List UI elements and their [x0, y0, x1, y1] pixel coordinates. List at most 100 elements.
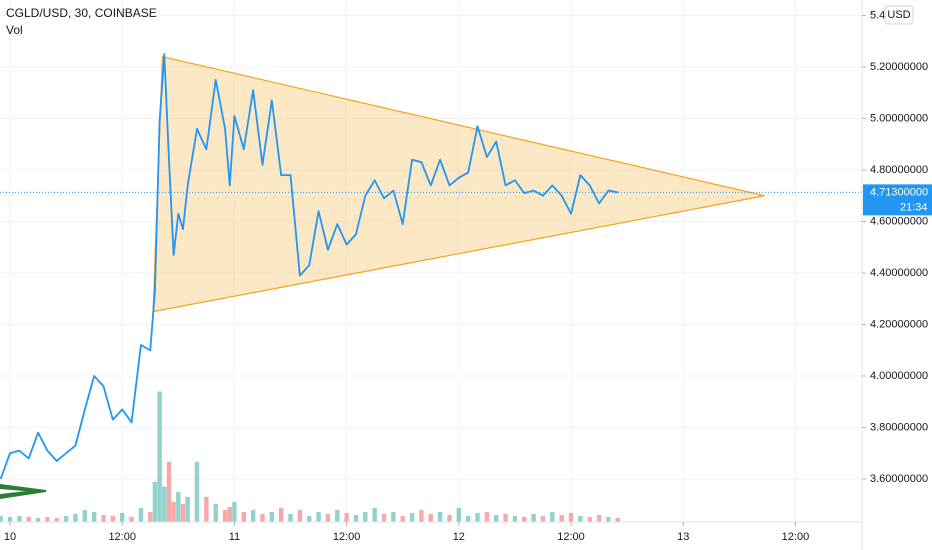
volume-bar [241, 511, 246, 522]
volume-bar [250, 509, 256, 522]
volume-bar [138, 507, 144, 522]
volume-bar [120, 512, 125, 522]
currency-button[interactable] [884, 5, 914, 25]
y-tick-label: 4.40000000 [870, 267, 928, 279]
volume-bar [297, 509, 303, 522]
x-tick-label: 10 [4, 531, 16, 543]
x-tick-label: 12:00 [333, 531, 361, 543]
volume-bar [222, 509, 228, 522]
x-tick-label: 12:00 [782, 531, 810, 543]
volume-bar [568, 512, 574, 522]
volume-bar [316, 511, 321, 522]
volume-bar [615, 517, 620, 522]
volume-bar [180, 503, 186, 522]
volume-bar [447, 514, 452, 522]
volume-bar [232, 501, 237, 522]
volume-bar [456, 507, 462, 522]
volume-bar [494, 514, 499, 522]
y-tick-label: 3.80000000 [870, 421, 928, 433]
volume-bar [166, 461, 172, 522]
axes: 3.60000000 3.80000000 4.00000000 4.20000000… [4, 9, 932, 543]
volume-bar [204, 496, 209, 522]
grid [0, 0, 862, 522]
volume-bar [400, 515, 405, 522]
volume-bar [194, 461, 200, 522]
volume-bar [391, 511, 396, 522]
x-tick-label: 12:00 [557, 531, 585, 543]
volume-bar [227, 506, 232, 522]
volume-bar [0, 515, 3, 522]
last-price-label: 4.71300000 [870, 186, 928, 198]
chart-title: CGLD/USD, 30, COINBASE [6, 6, 157, 20]
volume-bar [428, 513, 433, 522]
drawing-arrow [0, 483, 47, 500]
y-tick-label: 5.4 [870, 9, 885, 21]
volume-bar [353, 514, 359, 522]
volume-bar [185, 496, 190, 522]
y-tick-label: 3.60000000 [870, 473, 928, 485]
volume-bar [559, 514, 564, 522]
volume-bar [325, 513, 331, 522]
volume-bar [213, 503, 218, 522]
volume-bar [82, 509, 88, 522]
plot [0, 53, 862, 522]
volume-bar [278, 507, 284, 522]
volume-bar [606, 516, 611, 522]
volume-bar [307, 515, 312, 522]
volume-bar [484, 511, 490, 522]
volume-bar [54, 517, 59, 522]
volume-bar [162, 486, 167, 522]
y-tick-label: 5.00000000 [870, 112, 928, 124]
volume-bar [45, 516, 50, 522]
volume-bar [101, 514, 106, 522]
volume-label: Vol [6, 23, 23, 37]
volume-bar [269, 511, 275, 522]
volume-bar [63, 515, 69, 522]
countdown-label: 21:34 [900, 201, 928, 213]
last-price-box [863, 184, 932, 216]
volume-bar [512, 515, 518, 522]
volume-bar [419, 509, 424, 522]
y-tick-label: 5.20000000 [870, 61, 928, 73]
volume-bar [288, 513, 293, 522]
y-tick-label: 4.80000000 [870, 164, 928, 176]
x-tick-label: 12 [453, 531, 465, 543]
volume-bar [148, 511, 153, 522]
volume-bar [17, 515, 22, 522]
volume-bar [176, 491, 181, 522]
x-tick-label: 13 [677, 531, 689, 543]
volume-bar [409, 512, 415, 522]
x-tick-label: 11 [229, 531, 240, 543]
volume-bar [171, 501, 176, 522]
y-tick-label: 4.60000000 [870, 215, 928, 227]
volume-bar [73, 513, 78, 522]
volume-bar [578, 515, 583, 522]
volume-bar [540, 515, 546, 522]
volume-bar [522, 516, 527, 522]
volume-bar [7, 516, 13, 522]
y-tick-label: 4.20000000 [870, 318, 928, 330]
volume-bar [26, 516, 31, 522]
x-tick-label: 12:00 [108, 531, 136, 543]
volume-bar [157, 391, 162, 522]
volume-bar [152, 481, 158, 522]
y-tick-label: 4.00000000 [870, 370, 928, 382]
volume-bar [110, 515, 116, 522]
volume-bar [129, 516, 134, 522]
price-line [0, 53, 618, 480]
volume-bar [596, 514, 602, 522]
volume-bar [437, 511, 443, 522]
volume-bar [531, 513, 536, 522]
volume-bar [335, 509, 340, 522]
volume-bar [587, 516, 592, 522]
volume-bar [35, 517, 41, 522]
volume-bar [260, 513, 265, 522]
currency-label[interactable]: USD [887, 9, 910, 21]
volume-bar [363, 511, 368, 522]
volume-bar [503, 513, 508, 522]
volume-bar [372, 507, 377, 522]
volume-bar [475, 512, 480, 522]
volume-bar [550, 511, 555, 522]
